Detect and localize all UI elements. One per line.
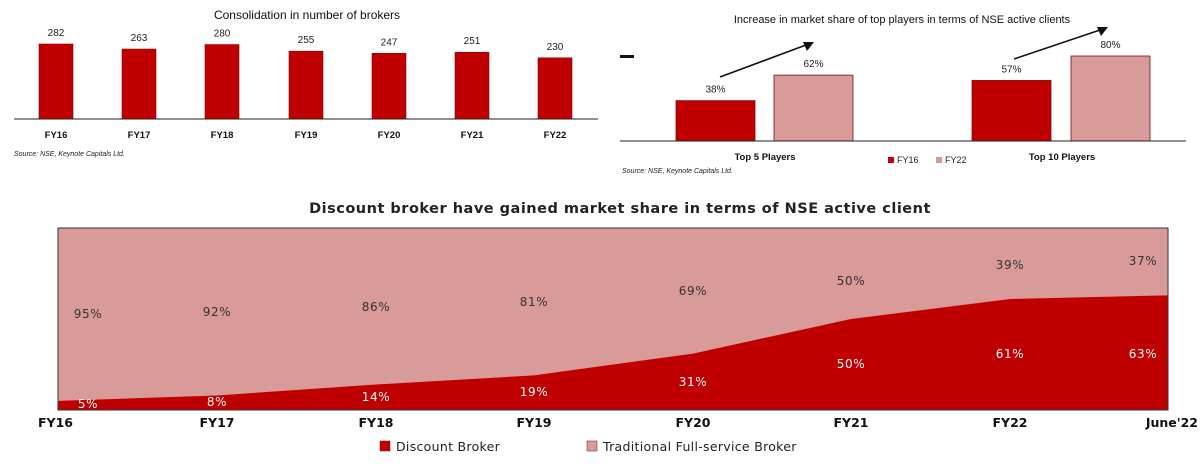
bar-fy16-top10 <box>971 80 1052 142</box>
area-label-traditional: 95% <box>74 307 102 321</box>
x-tick-label: FY17 <box>128 130 151 141</box>
bar-value-label: 282 <box>48 28 65 39</box>
bar-fy19 <box>288 50 324 120</box>
bar-fy22 <box>537 57 573 120</box>
area-label-traditional: 39% <box>996 258 1024 272</box>
x-tick-label: FY20 <box>378 130 401 141</box>
chart2-trend-arrows <box>719 27 1108 78</box>
legend-label: Traditional Full-service Broker <box>602 439 797 454</box>
bar-fy22-top10 <box>1070 55 1151 142</box>
bar-fy21 <box>454 51 490 120</box>
area-label-discount: 8% <box>207 395 227 409</box>
bar-value-label: 280 <box>214 29 231 40</box>
x-tick-label: June'22 <box>1145 415 1198 430</box>
bar-value-label: 263 <box>131 33 148 44</box>
chart3-plot-frame <box>57 227 1169 411</box>
x-category-label: Top 10 Players <box>1029 152 1095 163</box>
area-label-traditional: 92% <box>203 305 231 319</box>
bar-value-label: 251 <box>464 36 481 47</box>
area-label-discount: 14% <box>362 390 390 404</box>
chart-discount-broker-share: Discount broker have gained market share… <box>38 201 1198 454</box>
bar-value-label: 230 <box>547 42 564 53</box>
x-category-label: Top 5 Players <box>734 152 795 163</box>
arrow-top5 <box>719 44 807 78</box>
x-tick-label: FY19 <box>517 415 552 430</box>
bar-fy17 <box>121 48 157 120</box>
bar-value-label: 255 <box>298 35 315 46</box>
area-label-traditional: 69% <box>679 284 707 298</box>
x-tick-label: FY18 <box>211 130 234 141</box>
x-tick-label: FY20 <box>676 415 711 430</box>
bar-value-label: 57% <box>1001 64 1021 75</box>
chart-top-players-share: Increase in market share of top players … <box>620 14 1186 175</box>
area-label-discount: 61% <box>996 347 1024 361</box>
x-tick-label: FY21 <box>461 130 484 141</box>
area-discount-broker <box>58 295 1168 410</box>
legend-label: FY16 <box>897 155 919 165</box>
bar-fy18 <box>204 44 240 120</box>
chart1-source-note: Source: NSE, Keynote Capitals Ltd. <box>14 151 125 158</box>
x-tick-label: FY16 <box>38 415 73 430</box>
arrow-top5-head <box>803 42 814 51</box>
area-label-traditional: 81% <box>520 295 548 309</box>
x-tick-label: FY18 <box>359 415 394 430</box>
bar-value-label: 247 <box>381 37 398 48</box>
chart-broker-consolidation: Consolidation in number of brokers 282 26… <box>14 8 598 158</box>
x-tick-label: FY21 <box>834 415 869 430</box>
bar-value-label: 62% <box>803 59 823 70</box>
legend-swatch-fy16 <box>888 157 894 163</box>
bar-value-label: 80% <box>1100 40 1120 51</box>
legend-swatch-fy22 <box>936 157 942 163</box>
legend-label: FY22 <box>945 155 967 165</box>
arrow-top10-head <box>1097 27 1108 36</box>
chart2-source-note: Source: NSE, Keynote Capitals Ltd. <box>622 168 733 175</box>
bar-fy22-top5 <box>773 74 854 142</box>
bar-fy16-top5 <box>675 100 756 142</box>
area-label-traditional: 37% <box>1129 254 1157 268</box>
area-label-discount: 5% <box>78 397 98 411</box>
legend-swatch <box>586 440 598 452</box>
area-label-discount: 31% <box>679 375 707 389</box>
area-label-traditional: 50% <box>837 274 865 288</box>
chart3-title: Discount broker have gained market share… <box>309 201 931 217</box>
bar-fy16 <box>38 43 74 120</box>
bar-value-label: 38% <box>705 85 725 96</box>
area-label-discount: 63% <box>1129 347 1157 361</box>
x-tick-label: FY19 <box>295 130 318 141</box>
x-tick-label: FY16 <box>45 130 68 141</box>
arrow-top10 <box>1013 29 1101 60</box>
x-tick-label: FY17 <box>200 415 235 430</box>
x-tick-label: FY22 <box>544 130 567 141</box>
chart2-dash-mark <box>620 55 634 58</box>
chart2-title: Increase in market share of top players … <box>734 14 1071 26</box>
area-label-traditional: 86% <box>362 300 390 314</box>
bar-fy20 <box>371 53 407 120</box>
area-label-discount: 50% <box>837 357 865 371</box>
legend-swatch <box>379 440 391 452</box>
x-tick-label: FY22 <box>993 415 1028 430</box>
area-label-discount: 19% <box>520 385 548 399</box>
chart1-title: Consolidation in number of brokers <box>214 8 400 22</box>
legend-label: Discount Broker <box>396 439 501 454</box>
